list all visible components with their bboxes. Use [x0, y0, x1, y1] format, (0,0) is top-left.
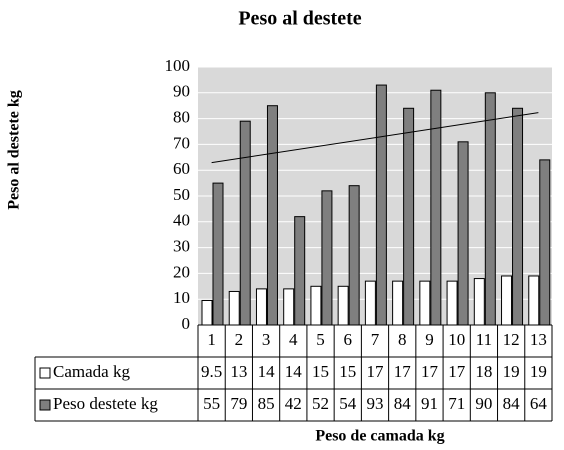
bar — [539, 159, 551, 326]
bar — [528, 275, 540, 326]
bar — [375, 84, 387, 326]
chart-title: Peso al destete — [238, 8, 361, 30]
bar — [294, 216, 306, 326]
y-tick-label: 10 — [173, 288, 190, 307]
table-value: 52 — [312, 394, 329, 413]
table-value: 54 — [339, 394, 357, 413]
bar — [457, 141, 469, 326]
table-value: 91 — [421, 394, 438, 413]
table-value: 79 — [230, 394, 247, 413]
table-value: 71 — [448, 394, 465, 413]
x-tick-label: 1 — [207, 330, 216, 349]
y-tick-label: 40 — [173, 211, 190, 230]
y-tick-label: 70 — [173, 133, 190, 152]
bar — [228, 290, 240, 326]
legend-key — [39, 367, 51, 379]
x-tick-label: 6 — [344, 330, 353, 349]
table-value: 15 — [339, 362, 356, 381]
x-axis-title: Peso de camada kg — [315, 428, 444, 445]
table-value: 55 — [203, 394, 220, 413]
bar — [212, 182, 224, 326]
bar — [403, 107, 415, 326]
bar — [201, 299, 213, 326]
y-tick-label: 80 — [173, 108, 190, 127]
bar — [255, 288, 267, 326]
bar — [473, 278, 485, 326]
table-value: 14 — [258, 362, 276, 381]
x-tick-label: 9 — [425, 330, 434, 349]
table-value: 90 — [475, 394, 492, 413]
table-value: 64 — [530, 394, 548, 413]
x-tick-label: 2 — [235, 330, 244, 349]
x-tick-label: 11 — [476, 330, 492, 349]
x-tick-label: 13 — [530, 330, 547, 349]
x-tick-label: 10 — [448, 330, 465, 349]
table-value: 17 — [394, 362, 412, 381]
legend-key — [39, 399, 51, 411]
y-tick-label: 0 — [182, 314, 191, 333]
trendline — [211, 112, 539, 164]
table-value: 84 — [503, 394, 521, 413]
bar — [239, 120, 251, 326]
bar — [392, 280, 404, 326]
bar — [501, 275, 513, 326]
y-tick-label: 100 — [165, 56, 191, 75]
table-value: 17 — [448, 362, 466, 381]
y-tick-label: 30 — [173, 237, 190, 256]
x-tick-label: 12 — [503, 330, 520, 349]
y-axis-title: Peso al destete kg — [6, 90, 23, 210]
bar — [321, 190, 333, 326]
table-value: 14 — [285, 362, 303, 381]
table-value: 17 — [421, 362, 439, 381]
bar — [446, 280, 458, 326]
y-tick-label: 50 — [173, 185, 190, 204]
x-tick-label: 3 — [262, 330, 271, 349]
table-value: 18 — [475, 362, 492, 381]
x-tick-label: 8 — [398, 330, 407, 349]
legend-label: Camada kg — [53, 362, 130, 381]
table-value: 19 — [530, 362, 547, 381]
bar — [310, 285, 322, 326]
table-value: 42 — [285, 394, 302, 413]
bar — [512, 107, 524, 326]
bar — [283, 288, 295, 326]
x-tick-label: 7 — [371, 330, 380, 349]
table-value: 84 — [394, 394, 412, 413]
x-tick-label: 4 — [289, 330, 298, 349]
table-value: 85 — [258, 394, 275, 413]
bar — [364, 280, 376, 326]
table-value: 19 — [503, 362, 520, 381]
table-value: 17 — [367, 362, 385, 381]
bar — [266, 105, 278, 326]
x-tick-label: 5 — [316, 330, 325, 349]
bar — [419, 280, 431, 326]
legend-label: Peso destete kg — [53, 394, 158, 413]
table-value: 13 — [230, 362, 247, 381]
bar — [484, 92, 496, 326]
y-tick-label: 60 — [173, 159, 190, 178]
table-value: 93 — [367, 394, 384, 413]
table-value: 9.5 — [201, 362, 222, 381]
y-tick-label: 20 — [173, 262, 190, 281]
y-tick-label: 90 — [173, 82, 190, 101]
table-value: 15 — [312, 362, 329, 381]
bar — [337, 285, 349, 326]
bar — [348, 185, 360, 326]
bar — [430, 89, 442, 326]
